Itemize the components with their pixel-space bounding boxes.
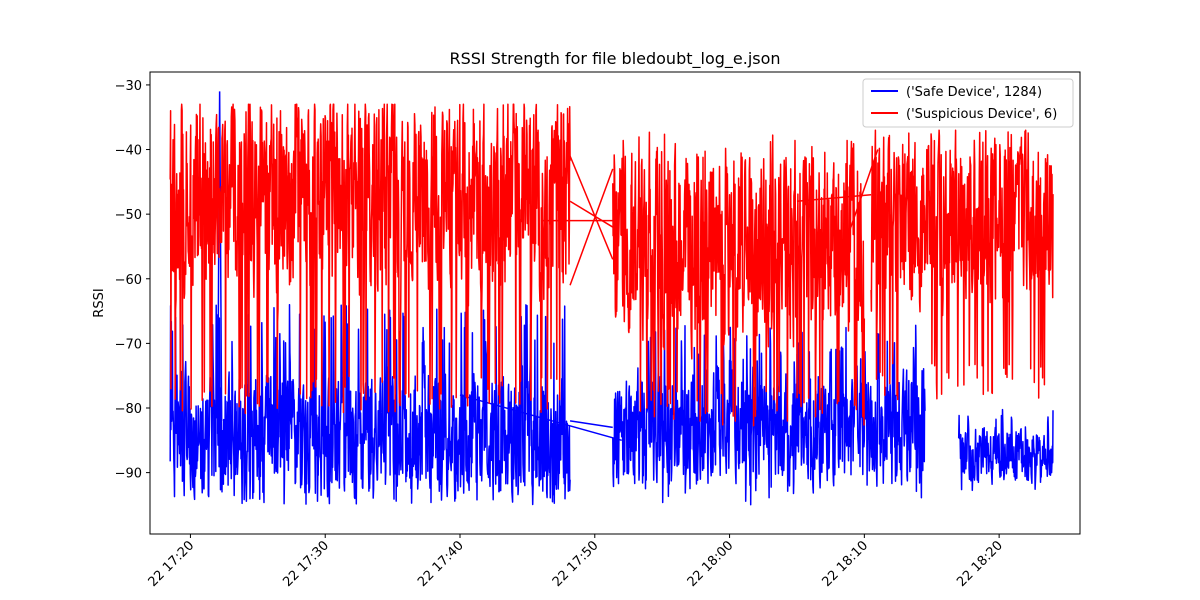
x-tick-label: 22 18:20 [954, 538, 1006, 590]
y-tick-label: −70 [115, 337, 142, 352]
legend: ('Safe Device', 1284) ('Suspicious Devic… [862, 78, 1074, 128]
series-1-segment-1 [612, 131, 866, 427]
y-tick-label: −60 [115, 273, 142, 288]
series-0-bridge-0 [569, 420, 613, 429]
x-tick-label: 22 18:00 [685, 538, 737, 590]
x-tick-label: 22 18:10 [819, 538, 871, 590]
y-axis: −30 −40 −50 −60 −70 −80 −90 [115, 79, 150, 482]
series-1-segment-2 [870, 129, 1054, 401]
series-1-bridge-0 [569, 168, 614, 286]
chart-title: RSSI Strength for file bledoubt_log_e.js… [449, 49, 780, 69]
series-0 [169, 91, 1054, 506]
series-0-spike-0 [216, 91, 223, 434]
series-0-bridge-1 [459, 394, 622, 442]
series-1-segment-0 [169, 103, 571, 415]
legend-entry-safe-device: ('Safe Device', 1284) [906, 85, 1042, 100]
legend-entry-suspicious-device: ('Suspicious Device', 6) [906, 107, 1057, 122]
x-tick-label: 22 17:50 [550, 538, 602, 590]
series-1 [169, 103, 1054, 427]
series-1-bridge-3 [569, 155, 614, 260]
x-tick-label: 22 17:20 [146, 538, 198, 590]
y-tick-label: −80 [115, 402, 142, 417]
legend-box [862, 78, 1074, 128]
x-tick-label: 22 17:40 [415, 538, 467, 590]
series-0-segment-1 [612, 324, 926, 506]
x-tick-label: 22 17:30 [280, 538, 332, 590]
y-tick-label: −50 [115, 208, 142, 223]
series-1-bridge-1 [569, 200, 614, 228]
series-0-segment-2 [957, 408, 1054, 492]
y-tick-label: −40 [115, 144, 142, 159]
x-axis: 22 17:20 22 17:30 22 17:40 22 17:50 22 18:00… [146, 534, 1006, 590]
series-0-segment-0 [169, 304, 571, 506]
y-axis-label: RSSI [92, 288, 107, 317]
series-1-bridge-5 [836, 149, 879, 267]
y-tick-label: −90 [115, 467, 142, 482]
series-layer [169, 91, 1054, 506]
plot-frame [149, 71, 1081, 535]
y-tick-label: −30 [115, 79, 142, 94]
series-1-bridge-4 [796, 194, 872, 202]
